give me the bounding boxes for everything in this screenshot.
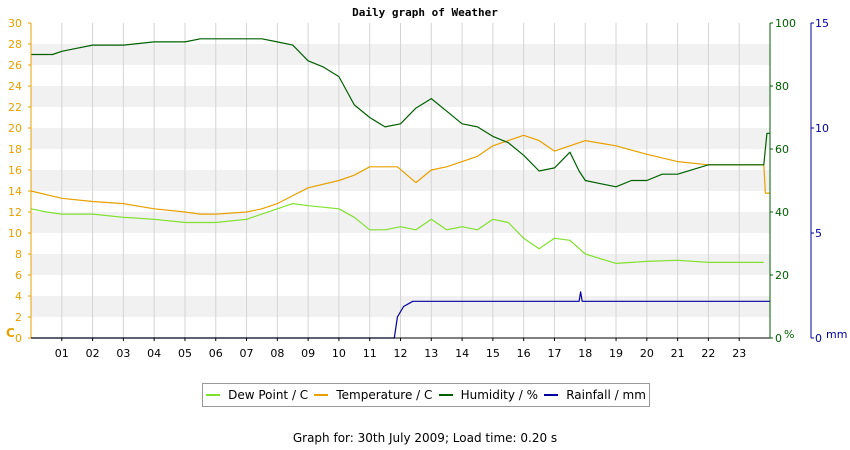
x-axis-tick-label: 16 xyxy=(517,347,531,360)
rainfall-axis-tick-label: 15 xyxy=(815,17,829,30)
x-axis-tick-label: 17 xyxy=(547,347,561,360)
legend-item-dew-point: Dew Point / C xyxy=(206,388,308,402)
x-axis-tick-label: 15 xyxy=(486,347,500,360)
x-axis-tick-label: 19 xyxy=(609,347,623,360)
humidity-axis-tick-label: 60 xyxy=(775,143,789,156)
left-axis-tick-label: 28 xyxy=(8,38,22,51)
x-axis-tick-label: 22 xyxy=(701,347,715,360)
left-axis-tick-label: 0 xyxy=(15,332,22,345)
rainfall-axis-tick-label: 10 xyxy=(815,122,829,135)
legend-swatch-humidity xyxy=(438,394,453,396)
x-axis-tick-label: 11 xyxy=(363,347,377,360)
rainfall-axis-tick-label: 0 xyxy=(815,332,822,345)
x-axis-tick-label: 21 xyxy=(671,347,685,360)
left-axis-tick-label: 4 xyxy=(15,290,22,303)
legend-swatch-rainfall xyxy=(544,394,559,396)
humidity-axis-tick-label: 80 xyxy=(775,80,789,93)
x-axis-tick-label: 01 xyxy=(55,347,69,360)
left-axis-tick-label: 20 xyxy=(8,122,22,135)
x-axis-tick-label: 10 xyxy=(332,347,346,360)
humidity-axis-tick-label: 100 xyxy=(775,17,796,30)
left-axis-unit: C xyxy=(6,326,15,340)
left-axis-tick-label: 8 xyxy=(15,248,22,261)
legend-label-humidity: Humidity / % xyxy=(460,388,539,402)
x-axis-tick-label: 07 xyxy=(240,347,254,360)
x-axis-tick-label: 05 xyxy=(178,347,192,360)
legend-label-temperature: Temperature / C xyxy=(336,388,433,402)
rainfall-axis-unit: mm xyxy=(826,328,847,341)
humidity-axis-tick-label: 20 xyxy=(775,269,789,282)
humidity-axis-unit: % xyxy=(784,328,794,341)
x-axis-tick-label: 08 xyxy=(270,347,284,360)
vertical-gridlines xyxy=(61,23,740,338)
left-axis-tick-label: 2 xyxy=(15,311,22,324)
x-axis-tick-label: 23 xyxy=(732,347,746,360)
humidity-axis-tick-label: 40 xyxy=(775,206,789,219)
x-axis-tick-label: 13 xyxy=(424,347,438,360)
rainfall-axis-tick-label: 5 xyxy=(815,227,822,240)
x-axis-tick-label: 03 xyxy=(116,347,130,360)
series-line-temperature xyxy=(30,134,770,215)
left-axis-tick-label: 12 xyxy=(8,206,22,219)
graph-footer: Graph for: 30th July 2009; Load time: 0.… xyxy=(292,431,558,445)
left-axis-tick-label: 30 xyxy=(8,17,22,30)
legend-swatch-temperature xyxy=(314,394,329,396)
humidity-axis-tick-label: 0 xyxy=(775,332,782,345)
legend-swatch-dew-point xyxy=(206,394,221,396)
x-axis-tick-label: 06 xyxy=(209,347,223,360)
legend-label-rainfall: Rainfall / mm xyxy=(566,388,646,402)
x-axis-tick-label: 04 xyxy=(147,347,161,360)
legend-label-dew-point: Dew Point / C xyxy=(228,388,309,402)
humidity-axis-ticks: 0 20 40 60 80 100 xyxy=(770,17,796,345)
chart-legend: Dew Point / C Temperature / C Humidity /… xyxy=(202,383,650,407)
chart-title: Daily graph of Weather xyxy=(352,6,498,19)
series-line-rainfall xyxy=(31,291,770,339)
legend-item-rainfall: Rainfall / mm xyxy=(544,388,646,402)
x-axis-ticks: 01 02 03 04 05 06 07 08 09 10 11 12 13 14 15 16 17 18 19 20… xyxy=(55,338,746,360)
x-axis-tick-label: 12 xyxy=(394,347,408,360)
legend-item-humidity: Humidity / % xyxy=(438,388,539,402)
weather-chart: Daily graph of Weather 02468101214161820… xyxy=(6,6,847,360)
series-line-humidity xyxy=(31,38,770,188)
left-axis-tick-label: 22 xyxy=(8,101,22,114)
x-axis-tick-label: 14 xyxy=(455,347,469,360)
series-line-dew-point xyxy=(30,203,764,264)
left-axis-tick-label: 10 xyxy=(8,227,22,240)
x-axis-tick-label: 02 xyxy=(86,347,100,360)
left-axis-tick-label: 18 xyxy=(8,143,22,156)
left-axis-tick-label: 14 xyxy=(8,185,22,198)
x-axis-tick-label: 20 xyxy=(640,347,654,360)
x-axis-tick-label: 09 xyxy=(301,347,315,360)
legend-item-temperature: Temperature / C xyxy=(314,388,432,402)
left-axis-tick-label: 26 xyxy=(8,59,22,72)
x-axis-tick-label: 18 xyxy=(578,347,592,360)
left-axis-tick-label: 24 xyxy=(8,80,22,93)
rainfall-axis-ticks: 0 5 10 15 xyxy=(811,17,829,345)
left-axis-tick-label: 16 xyxy=(8,164,22,177)
series-layer xyxy=(30,38,770,339)
left-axis-tick-label: 6 xyxy=(15,269,22,282)
